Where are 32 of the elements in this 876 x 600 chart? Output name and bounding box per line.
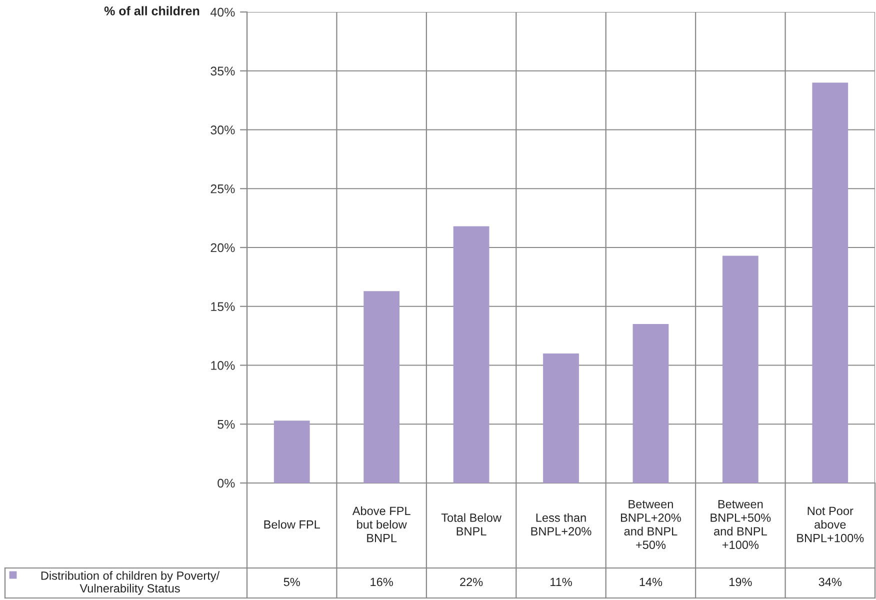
- data-label: 34%: [818, 578, 842, 586]
- data-label: 5%: [284, 578, 300, 586]
- data-label: 16%: [370, 578, 393, 586]
- bar: [543, 353, 579, 483]
- y-tick-label: 10%: [211, 361, 235, 370]
- legend-label: Distribution of children by Poverty/ Vulnerability Status: [41, 571, 220, 595]
- x-tick-label: Between BNPL+50% and BNPL +100%: [710, 500, 771, 550]
- bar: [274, 420, 310, 483]
- bar: [453, 226, 490, 483]
- bar: [722, 256, 758, 483]
- y-tick-label: 35%: [210, 66, 235, 76]
- y-tick-label: 25%: [210, 184, 235, 194]
- data-label: 14%: [640, 578, 662, 586]
- x-tick-label: Less than BNPL+20%: [531, 513, 592, 536]
- data-label: 19%: [730, 578, 752, 586]
- bar: [812, 82, 848, 483]
- y-tick-label: 20%: [210, 243, 235, 252]
- y-tick-label: 5%: [218, 420, 235, 429]
- y-tick-label: 40%: [210, 8, 235, 17]
- x-tick-label: Not Poor above BNPL+100%: [797, 506, 864, 542]
- data-label: 22%: [460, 578, 483, 586]
- x-tick-label: Below FPL: [264, 520, 320, 529]
- y-tick-label: 15%: [211, 302, 235, 312]
- bar: [632, 324, 669, 483]
- x-tick-label: Between BNPL+20% and BNPL +50%: [621, 500, 681, 550]
- x-tick-label: Above FPL but below BNPL: [352, 506, 410, 542]
- y-axis-title: % of all children: [104, 6, 200, 16]
- x-tick-label: Total Below BNPL: [441, 513, 502, 536]
- y-tick-label: 0%: [218, 478, 235, 488]
- data-label: 11%: [550, 578, 572, 586]
- bar: [364, 291, 400, 483]
- y-tick-label: 30%: [210, 126, 235, 134]
